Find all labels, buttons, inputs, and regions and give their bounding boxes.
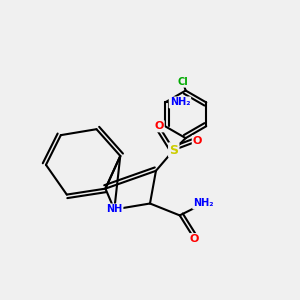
Text: O: O [154,121,164,131]
Text: O: O [190,234,199,244]
Text: S: S [169,143,178,157]
Text: O: O [193,136,202,146]
Text: Cl: Cl [177,76,188,87]
Text: NH₂: NH₂ [193,199,214,208]
Text: NH₂: NH₂ [170,98,190,107]
Text: NH: NH [106,204,122,214]
